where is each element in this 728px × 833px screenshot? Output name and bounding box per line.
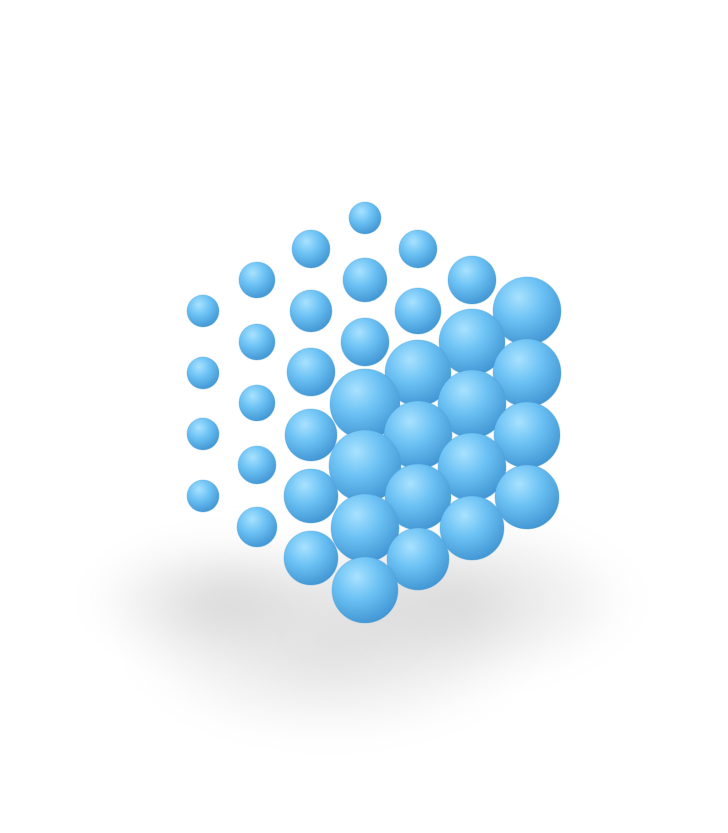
sphere-group — [186, 201, 562, 624]
sphere — [398, 229, 438, 269]
sphere — [283, 530, 339, 586]
sphere — [236, 506, 278, 548]
sphere — [238, 323, 276, 361]
sphere — [286, 347, 336, 397]
sphere — [186, 356, 220, 390]
sphere — [439, 495, 505, 561]
sphere — [331, 556, 399, 624]
sphere — [283, 468, 339, 524]
sphere — [447, 255, 497, 305]
sphere — [494, 464, 560, 530]
sphere — [291, 229, 331, 269]
sphere — [186, 417, 220, 451]
sphere — [386, 527, 450, 591]
sphere — [238, 261, 276, 299]
sphere — [237, 445, 277, 485]
sphere — [238, 384, 276, 422]
sphere — [348, 201, 382, 235]
sphere — [186, 294, 220, 328]
sphere — [186, 479, 220, 513]
sphere — [284, 408, 338, 462]
sphere — [289, 289, 333, 333]
sphere — [394, 287, 442, 335]
sphere — [340, 317, 390, 367]
sphere — [342, 257, 388, 303]
